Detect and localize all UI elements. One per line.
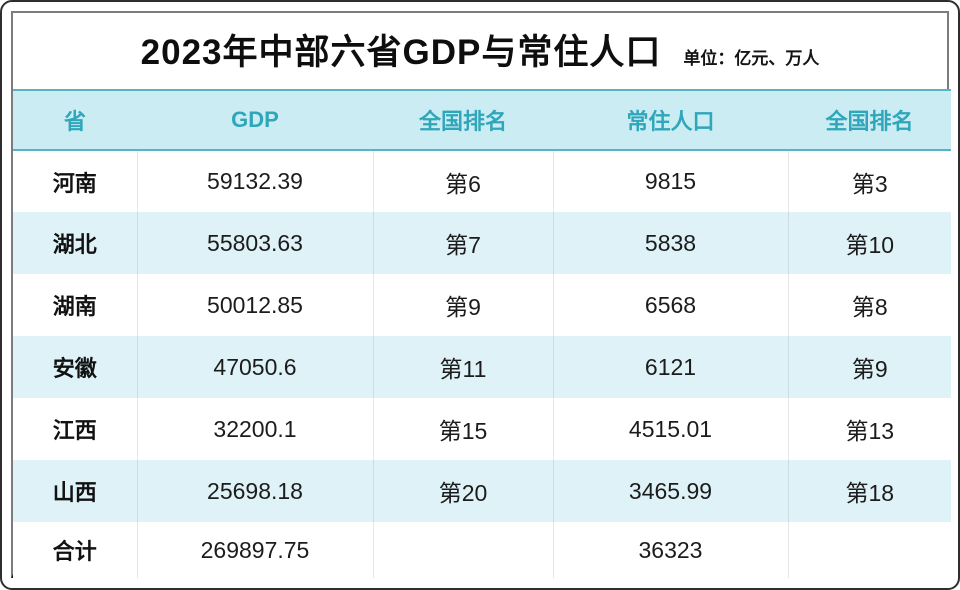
gdp-population-table: 省 GDP 全国排名 常住人口 全国排名 河南 59132.39 第6 9815 第3 湖北 558… — [13, 89, 951, 578]
value-cell: 5838 — [553, 212, 789, 274]
value-cell: 第9 — [373, 274, 554, 336]
value-cell: 6121 — [553, 336, 789, 398]
column-header: 全国排名 — [825, 109, 914, 134]
row-label-cell: 合计 — [13, 522, 138, 578]
value-cell: 59132.39 — [137, 150, 374, 212]
value-cell: 25698.18 — [137, 460, 374, 522]
value-cell: 50012.85 — [137, 274, 374, 336]
table-row: 河南 59132.39 第6 9815 第3 — [13, 150, 951, 212]
value-cell: 第18 — [845, 480, 895, 506]
table-body: 河南 59132.39 第6 9815 第3 湖北 55803.63 第7 5838 第10 湖南 5… — [13, 150, 951, 578]
value-cell: 36323 — [553, 522, 789, 578]
value-cell: 6568 — [553, 274, 789, 336]
value-cell: 第10 — [845, 232, 895, 258]
value-cell: 第8 — [851, 294, 888, 320]
page-title: 2023年中部六省GDP与常住人口 — [140, 33, 662, 72]
table-frame: 2023年中部六省GDP与常住人口 单位：亿元、万人 省 GDP 全国排名 常住人口 全… — [11, 11, 951, 578]
value-cell: 第20 — [373, 460, 554, 522]
row-label-cell: 湖北 — [13, 212, 138, 274]
value-cell: 第11 — [373, 336, 554, 398]
value-cell: 第7 — [373, 212, 554, 274]
table-row: 湖南 50012.85 第9 6568 第8 — [13, 274, 951, 336]
total-row: 合计 269897.75 36323 — [13, 522, 951, 578]
row-label-cell: 湖南 — [13, 274, 138, 336]
row-label-cell: 安徽 — [13, 336, 138, 398]
value-cell: 32200.1 — [137, 398, 374, 460]
value-cell — [373, 522, 554, 578]
unit-note: 单位：亿元、万人 — [683, 49, 820, 68]
table-row: 湖北 55803.63 第7 5838 第10 — [13, 212, 951, 274]
value-cell: 47050.6 — [137, 336, 374, 398]
table-row: 安徽 47050.6 第11 6121 第9 — [13, 336, 951, 398]
row-label-cell: 江西 — [13, 398, 138, 460]
value-cell: 3465.99 — [553, 460, 789, 522]
value-cell: 4515.01 — [553, 398, 789, 460]
column-header: 常住人口 — [626, 109, 715, 134]
value-cell: 9815 — [553, 150, 789, 212]
value-cell: 269897.75 — [137, 522, 374, 578]
table-head: 省 GDP 全国排名 常住人口 全国排名 — [13, 90, 951, 150]
header-row: 省 GDP 全国排名 常住人口 全国排名 — [13, 90, 951, 150]
column-header: 全国排名 — [418, 109, 507, 134]
table-row: 江西 32200.1 第15 4515.01 第13 — [13, 398, 951, 460]
value-cell: 第3 — [851, 170, 888, 197]
value-cell: 第15 — [373, 398, 554, 460]
column-header: 省 — [63, 109, 86, 134]
value-cell: 第13 — [845, 418, 895, 444]
title-bar: 2023年中部六省GDP与常住人口 单位：亿元、万人 — [13, 13, 947, 89]
row-label-cell: 山西 — [13, 460, 138, 522]
row-label-cell: 河南 — [13, 150, 138, 212]
table-row: 山西 25698.18 第20 3465.99 第18 — [13, 460, 951, 522]
value-cell: 第9 — [851, 356, 888, 382]
value-cell: 第6 — [373, 150, 554, 212]
column-header: GDP — [231, 107, 279, 132]
value-cell — [788, 522, 951, 578]
value-cell: 55803.63 — [137, 212, 374, 274]
